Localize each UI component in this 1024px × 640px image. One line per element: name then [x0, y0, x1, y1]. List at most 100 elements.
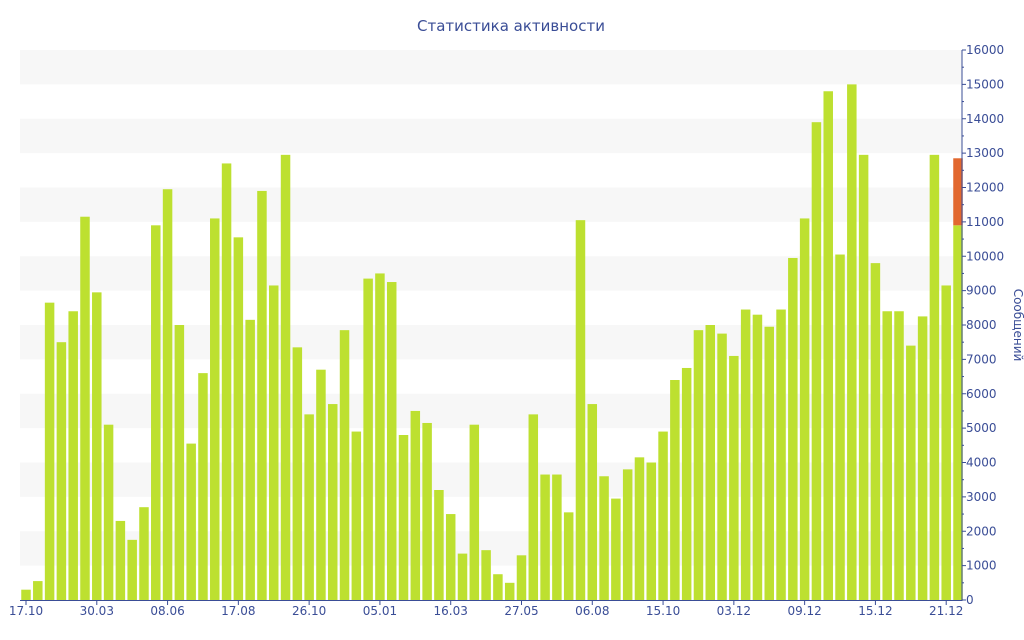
bar — [882, 311, 892, 600]
y-tick-label: 7000 — [966, 352, 997, 366]
bar — [481, 550, 491, 600]
y-tick-label: 12000 — [966, 181, 1004, 195]
bar — [493, 574, 503, 600]
x-tick-label: 26.10 — [292, 604, 326, 618]
bar — [80, 216, 90, 600]
y-tick-label: 11000 — [966, 215, 1004, 229]
bar — [198, 373, 208, 600]
x-tick-label: 15.10 — [646, 604, 680, 618]
bar — [599, 476, 609, 600]
bar — [740, 309, 751, 600]
y-tick-label: 15000 — [966, 77, 1004, 91]
bar — [764, 326, 774, 600]
bar — [717, 333, 727, 600]
y-tick-label: 3000 — [966, 490, 997, 504]
bar — [504, 582, 515, 600]
grid-band — [20, 50, 962, 85]
bar — [469, 424, 480, 600]
bar — [457, 553, 468, 600]
bar — [516, 555, 527, 600]
x-axis-ticks: 17.10 30.03 08.06 17.08 26.10 05.01 16.03 27.05… — [9, 600, 963, 618]
y-tick-label: 6000 — [966, 387, 997, 401]
bar — [847, 84, 857, 600]
bar — [811, 122, 822, 600]
bar — [115, 520, 126, 600]
y-tick-label: 4000 — [966, 456, 997, 470]
x-tick-label: 09.12 — [787, 604, 821, 618]
bar — [398, 435, 409, 600]
bar — [103, 424, 114, 600]
bar — [575, 220, 586, 600]
y-tick-label: 1000 — [966, 559, 997, 573]
bar — [233, 237, 244, 600]
bar — [245, 319, 255, 600]
bar — [528, 414, 539, 600]
x-tick-label: 17.08 — [221, 604, 255, 618]
bar-highlight — [953, 158, 963, 226]
bar — [953, 225, 963, 600]
y-tick-label: 0 — [966, 593, 974, 607]
bar — [835, 254, 845, 600]
bar — [894, 311, 904, 600]
x-tick-label: 06.08 — [575, 604, 609, 618]
bar — [445, 514, 456, 600]
bar — [92, 292, 102, 600]
bar — [174, 325, 185, 600]
bar — [670, 380, 680, 600]
bar — [729, 355, 739, 600]
x-tick-label: 17.10 — [9, 604, 43, 618]
y-tick-label: 14000 — [966, 112, 1004, 126]
bar — [681, 367, 692, 600]
bar — [823, 91, 833, 600]
x-tick-label: 30.03 — [80, 604, 114, 618]
bar — [257, 190, 267, 600]
y-tick-label: 2000 — [966, 524, 997, 538]
bar — [917, 316, 928, 600]
bar — [788, 257, 798, 600]
bar — [622, 469, 633, 600]
bar — [304, 414, 314, 600]
bar — [434, 490, 444, 600]
bar — [929, 154, 940, 600]
bar — [210, 218, 220, 600]
y-tick-label: 10000 — [966, 249, 1004, 263]
bar — [540, 474, 550, 600]
bar — [705, 325, 716, 600]
bar — [316, 369, 326, 600]
bar — [44, 302, 55, 600]
y-axis-ticks: 0 1000 2000 3000 4000 5000 6000 7000 8000 9000 100… — [962, 43, 1004, 607]
x-tick-label: 03.12 — [717, 604, 751, 618]
bar — [611, 498, 621, 600]
bar — [563, 512, 574, 600]
bar — [386, 282, 397, 600]
bar — [752, 314, 763, 600]
y-tick-label: 5000 — [966, 421, 997, 435]
x-tick-label: 08.06 — [150, 604, 184, 618]
bars — [21, 84, 963, 600]
x-tick-label: 15.12 — [858, 604, 892, 618]
bar — [552, 474, 562, 600]
bar — [693, 330, 704, 600]
bar — [375, 273, 385, 600]
grid-band — [20, 118, 962, 154]
y-tick-label: 13000 — [966, 146, 1004, 160]
bar — [646, 462, 657, 600]
bar — [68, 311, 78, 600]
bar — [422, 422, 432, 600]
bar — [127, 539, 137, 600]
bar — [162, 189, 173, 600]
x-tick-label: 21.12 — [929, 604, 963, 618]
bar — [151, 225, 161, 600]
bar — [351, 431, 362, 600]
bar — [776, 309, 786, 600]
bar — [139, 507, 149, 600]
bar — [799, 218, 810, 600]
bar — [221, 163, 232, 600]
bar — [410, 410, 421, 600]
bar — [56, 342, 67, 600]
bar — [858, 154, 869, 600]
bar — [280, 154, 291, 600]
y-tick-label: 9000 — [966, 284, 997, 298]
bar — [906, 345, 916, 600]
